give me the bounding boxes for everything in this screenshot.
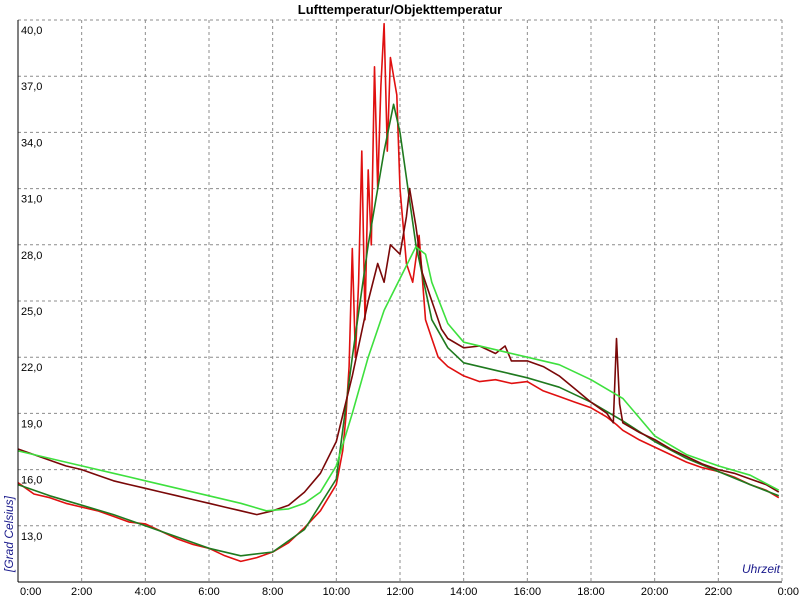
x-tick-label: 4:00 <box>135 586 156 598</box>
plot-area <box>17 22 780 563</box>
y-tick-label: 37,0 <box>21 81 42 93</box>
chart-title: Lufttemperatur/Objekttemperatur <box>298 2 502 17</box>
x-tick-label: 0:00 <box>778 586 799 598</box>
x-tick-label: 18:00 <box>577 586 605 598</box>
x-axis-label: Uhrzeit <box>742 562 781 576</box>
y-tick-label: 16,0 <box>21 475 42 487</box>
x-tick-label: 0:00 <box>20 586 41 598</box>
y-tick-label: 13,0 <box>21 531 42 543</box>
tick-labels: 0:00 2:00 4:00 6:00 8:00 10:00 12:00 14:00 16:00… <box>20 25 799 598</box>
series-line-1 <box>17 22 780 563</box>
x-tick-label: 10:00 <box>323 586 351 598</box>
x-tick-label: 8:00 <box>262 586 283 598</box>
y-tick-label: 22,0 <box>21 362 42 374</box>
axes <box>17 20 782 583</box>
y-axis-label: [Grad Celsius] <box>2 495 16 573</box>
y-tick-label: 19,0 <box>21 418 42 430</box>
x-tick-label: 14:00 <box>450 586 478 598</box>
y-tick-label: 31,0 <box>21 194 42 206</box>
y-tick-label: 40,0 <box>21 25 42 37</box>
x-tick-label: 6:00 <box>198 586 219 598</box>
series-line-2 <box>17 103 780 557</box>
series-line-4 <box>17 245 780 512</box>
x-tick-label: 16:00 <box>514 586 542 598</box>
x-tick-label: 12:00 <box>386 586 414 598</box>
y-tick-label: 25,0 <box>21 306 42 318</box>
x-tick-label: 22:00 <box>705 586 733 598</box>
x-tick-label: 20:00 <box>641 586 669 598</box>
x-tick-label: 2:00 <box>71 586 92 598</box>
grid-lines <box>18 19 783 582</box>
y-tick-label: 28,0 <box>21 250 42 262</box>
series-line-3 <box>17 187 780 516</box>
y-tick-label: 34,0 <box>21 137 42 149</box>
